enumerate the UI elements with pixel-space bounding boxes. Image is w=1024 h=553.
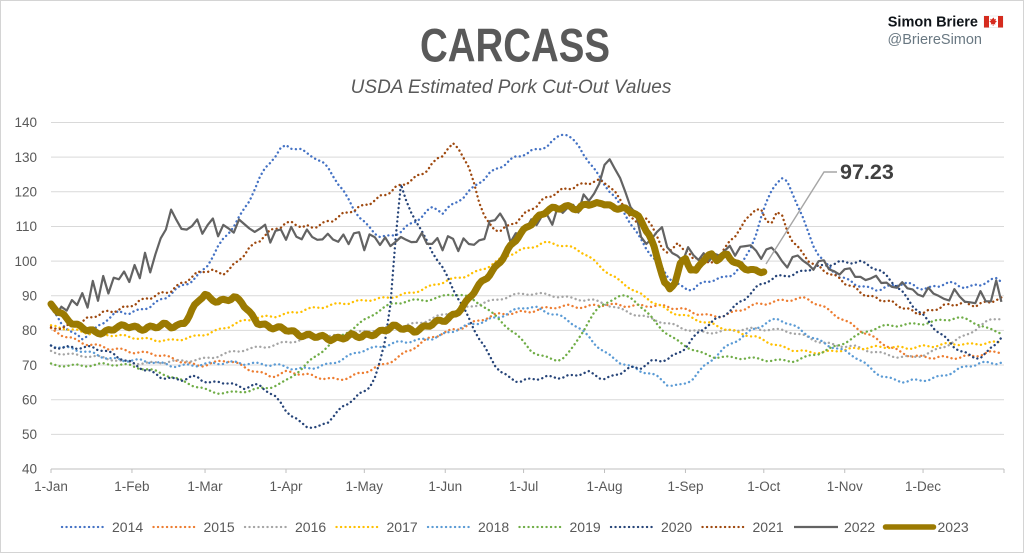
svg-text:USDA Estimated Pork Cut-Out Va: USDA Estimated Pork Cut-Out Values <box>351 77 672 98</box>
svg-text:1-Jul: 1-Jul <box>509 479 538 494</box>
svg-text:40: 40 <box>22 462 37 477</box>
svg-text:1-Feb: 1-Feb <box>114 479 149 494</box>
svg-text:1-Dec: 1-Dec <box>905 479 941 494</box>
svg-text:1-Jun: 1-Jun <box>428 479 462 494</box>
svg-text:2017: 2017 <box>387 519 418 535</box>
svg-text:130: 130 <box>14 150 37 165</box>
svg-text:Simon Briere: Simon Briere <box>888 15 978 31</box>
svg-text:110: 110 <box>15 219 37 234</box>
svg-text:2020: 2020 <box>661 519 692 535</box>
svg-text:70: 70 <box>22 358 37 373</box>
svg-text:1-Oct: 1-Oct <box>747 479 780 494</box>
svg-text:140: 140 <box>14 115 37 130</box>
svg-text:2023: 2023 <box>938 519 969 535</box>
svg-text:2018: 2018 <box>478 519 509 535</box>
svg-text:1-Nov: 1-Nov <box>827 479 863 494</box>
svg-text:1-Mar: 1-Mar <box>187 479 223 494</box>
svg-text:2021: 2021 <box>753 519 784 535</box>
svg-text:80: 80 <box>22 323 37 338</box>
svg-text:CARCASS: CARCASS <box>420 20 610 73</box>
svg-text:1-May: 1-May <box>346 479 384 494</box>
svg-text:2022: 2022 <box>844 519 875 535</box>
svg-text:2014: 2014 <box>112 519 143 535</box>
svg-text:2019: 2019 <box>570 519 601 535</box>
svg-text:97.23: 97.23 <box>840 160 894 184</box>
svg-text:100: 100 <box>14 254 37 269</box>
svg-text:1-Apr: 1-Apr <box>269 479 303 494</box>
svg-text:1-Aug: 1-Aug <box>587 479 623 494</box>
svg-text:60: 60 <box>22 392 37 407</box>
svg-text:2015: 2015 <box>204 519 235 535</box>
svg-text:1-Sep: 1-Sep <box>667 479 703 494</box>
svg-text:2016: 2016 <box>295 519 326 535</box>
svg-text:120: 120 <box>14 185 37 200</box>
svg-text:50: 50 <box>22 427 37 442</box>
svg-text:@BriereSimon: @BriereSimon <box>888 32 983 48</box>
svg-text:1-Jan: 1-Jan <box>34 479 68 494</box>
svg-text:90: 90 <box>22 288 37 303</box>
